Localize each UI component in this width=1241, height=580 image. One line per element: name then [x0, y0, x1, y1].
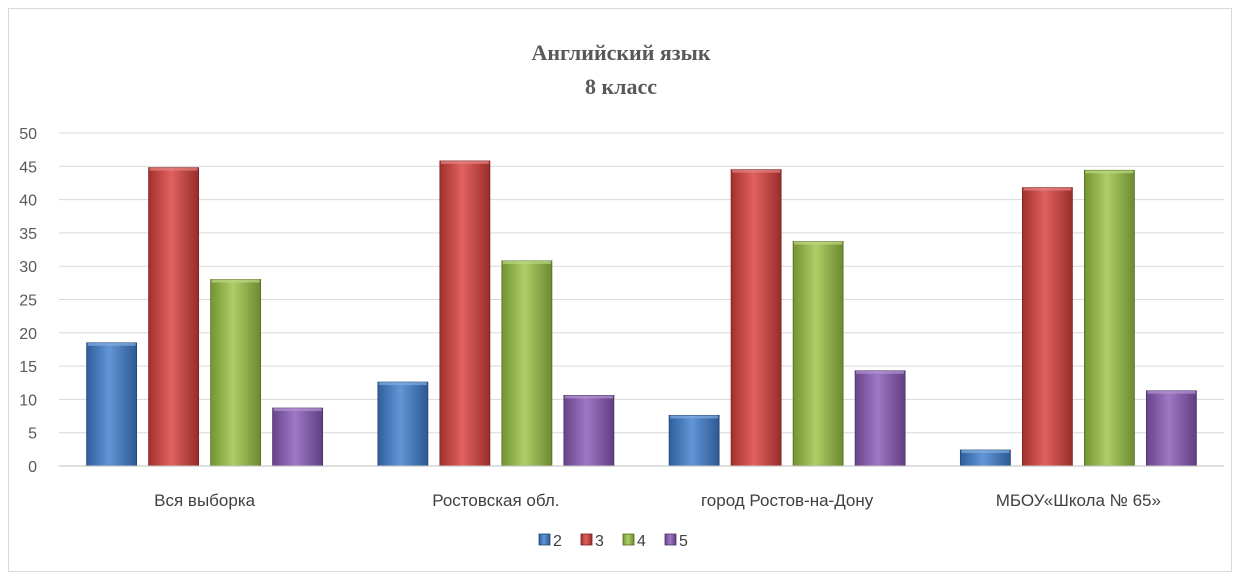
legend-swatch	[622, 533, 635, 546]
bar-series-3-3	[730, 169, 782, 467]
legend: 2 3 4 5	[538, 533, 688, 550]
bar-series-2-1	[86, 342, 138, 467]
y-tick-label: 25	[19, 293, 37, 310]
y-tick-label: 15	[19, 359, 37, 376]
chart-subtitle: 8 класс	[585, 74, 657, 99]
bar-cap	[794, 241, 843, 245]
y-tick-label: 0	[28, 459, 37, 476]
bar-cap	[961, 450, 1010, 454]
category-label: Вся выборка	[154, 491, 255, 510]
bar-cap	[1023, 187, 1072, 191]
legend-swatch	[580, 533, 593, 546]
bar-series-4-1	[210, 279, 262, 467]
chart-canvas: Английский язык 8 класс 0510152025303540…	[19, 40, 1224, 550]
category-labels: Вся выборка Ростовская обл. город Ростов-н…	[154, 491, 1161, 510]
bar-cap	[1085, 170, 1134, 174]
y-tick-label: 5	[28, 426, 37, 443]
bar-series-2-2	[377, 381, 429, 467]
y-tick-label: 45	[19, 159, 37, 176]
y-axis-ticks: 0 5 10 15 20 25 30 35 40 45 50	[19, 126, 37, 476]
bar-cap	[87, 342, 136, 346]
y-tick-label: 35	[19, 226, 37, 243]
y-tick-label: 10	[19, 392, 37, 409]
bar-series-2-3	[668, 414, 720, 467]
bar-series-5-3	[854, 370, 906, 467]
legend-swatch	[664, 533, 677, 546]
bar-cap	[670, 415, 719, 419]
bar-cap	[1147, 390, 1196, 394]
bar-cap	[564, 395, 613, 399]
bar-series-4-4	[1083, 169, 1135, 467]
category-label: Ростовская обл.	[432, 491, 559, 510]
y-tick-label: 50	[19, 126, 37, 143]
legend-label: 2	[553, 533, 562, 550]
bar-cap	[378, 382, 427, 386]
bar-cap	[732, 169, 781, 173]
legend-label: 5	[679, 533, 688, 550]
legend-label: 4	[637, 533, 646, 550]
bar-cap	[440, 160, 489, 164]
bar-series-3-4	[1021, 187, 1073, 467]
bar-cap	[149, 167, 198, 171]
bar-cap	[211, 279, 260, 283]
category-label: МБОУ«Школа № 65»	[996, 491, 1161, 510]
chart-frame: Английский язык 8 класс 0 5 10 15 20 25 30 35 40…	[8, 8, 1232, 572]
y-tick-label: 40	[19, 193, 37, 210]
bar-series-5-2	[563, 395, 615, 467]
bar-series-4-3	[792, 241, 844, 467]
chart-title: Английский язык	[531, 40, 710, 65]
category-label: город Ростов-на-Дону	[701, 491, 874, 510]
bar-series-3-1	[148, 167, 200, 467]
bar-series-4-2	[501, 260, 553, 467]
y-tick-label: 20	[19, 326, 37, 343]
legend-swatch	[538, 533, 551, 546]
bar-series-5-1	[272, 407, 324, 467]
bar-series-3-2	[439, 160, 491, 467]
bar-cap	[273, 408, 322, 412]
bars	[86, 160, 1197, 467]
y-tick-label: 30	[19, 259, 37, 276]
bar-series-5-4	[1145, 390, 1197, 467]
bar-cap	[856, 370, 905, 374]
bar-cap	[502, 260, 551, 264]
legend-label: 3	[595, 533, 604, 550]
